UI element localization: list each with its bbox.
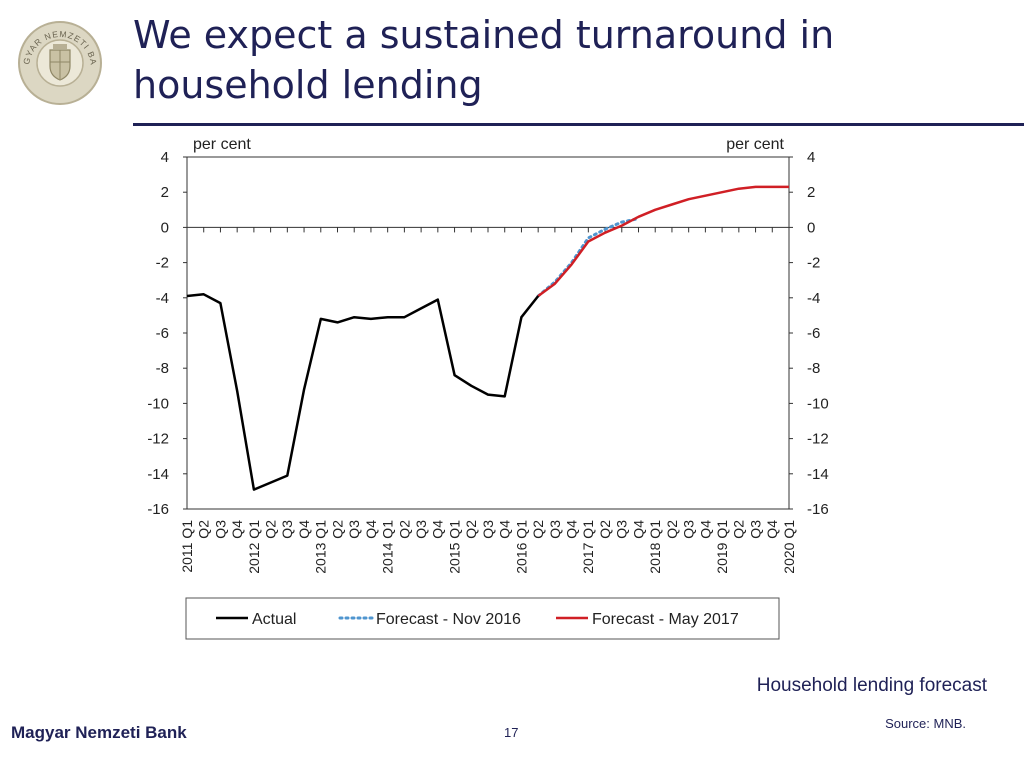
- x-tick-label: 2014 Q1: [380, 520, 396, 574]
- mnb-seal-icon: MAGYAR NEMZETI BANK: [17, 20, 102, 105]
- y-tick-label-right: -10: [807, 395, 829, 412]
- legend-label-1: Actual: [252, 611, 296, 628]
- y-tick-label-right: -16: [807, 501, 829, 518]
- x-tick-label: Q4: [697, 520, 713, 539]
- y-tick-label-left: -2: [156, 255, 169, 272]
- y-tick-label-left: -12: [147, 431, 169, 448]
- x-tick-label: 2019 Q1: [714, 520, 730, 574]
- y-tick-label-left: 4: [161, 149, 169, 166]
- x-tick-label: Q4: [229, 520, 245, 539]
- x-tick-label: Q2: [463, 520, 479, 539]
- y-tick-label-right: 0: [807, 219, 815, 236]
- x-tick-label: 2018 Q1: [647, 520, 663, 574]
- x-tick-label: Q3: [346, 520, 362, 539]
- x-tick-label: Q3: [413, 520, 429, 539]
- legend-label-3: Forecast - May 2017: [592, 611, 739, 628]
- household-lending-chart: per cent per cent 4 4 2 2 0 0 -2 -2 -4 -4 -6 -6 -8 -8…: [147, 136, 829, 640]
- x-tick-label: Q2: [263, 520, 279, 539]
- y-tick-label-right: -14: [807, 466, 829, 483]
- y-tick-label-left: -6: [156, 325, 169, 342]
- x-tick-label: Q3: [614, 520, 630, 539]
- x-tick-label: Q4: [764, 520, 780, 539]
- x-tick-label: 2012 Q1: [246, 520, 262, 574]
- chart-caption: Household lending forecast: [756, 675, 987, 696]
- x-tick-label: 2015 Q1: [446, 520, 462, 574]
- x-tick-label: Q2: [597, 520, 613, 539]
- x-tick-label: Q2: [329, 520, 345, 539]
- x-tick-label: 2020 Q1: [781, 520, 797, 574]
- x-tick-label: Q3: [681, 520, 697, 539]
- series-line-1: [186, 293, 540, 491]
- y-axis-label-left: per cent: [193, 136, 251, 153]
- y-tick-label-right: 4: [807, 149, 815, 166]
- y-tick-label-right: 2: [807, 184, 815, 201]
- x-tick-label: Q4: [363, 520, 379, 539]
- x-tick-label: Q3: [480, 520, 496, 539]
- legend: Actual Forecast - Nov 2016 Forecast - May …: [185, 597, 780, 640]
- x-tick-label: 2011 Q1: [179, 520, 195, 573]
- title-underline: [133, 123, 1024, 126]
- y-tick-label-left: 0: [161, 219, 169, 236]
- slide-title: We expect a sustained turnaround in hous…: [133, 13, 835, 107]
- legend-label-2: Forecast - Nov 2016: [376, 611, 521, 628]
- y-tick-label-left: -4: [156, 290, 169, 307]
- y-tick-label-right: -12: [807, 431, 829, 448]
- x-tick-label: Q2: [664, 520, 680, 539]
- y-tick-label-left: -8: [156, 360, 169, 377]
- x-tick-label: Q2: [396, 520, 412, 539]
- x-tick-label: 2017 Q1: [580, 520, 596, 574]
- x-tick-label: Q2: [731, 520, 747, 539]
- x-tick-label: 2013 Q1: [313, 520, 329, 574]
- y-tick-label-right: -2: [807, 255, 820, 272]
- source-note: Source: MNB.: [885, 716, 966, 731]
- x-tick-label: Q4: [296, 520, 312, 539]
- x-tick-label: Q4: [497, 520, 513, 539]
- y-tick-label-left: -14: [147, 466, 169, 483]
- x-tick-label: Q3: [279, 520, 295, 539]
- series-line-3: [537, 185, 789, 298]
- y-tick-label-left: 2: [161, 184, 169, 201]
- x-tick-label: Q3: [212, 520, 228, 539]
- x-tick-label: Q4: [430, 520, 446, 539]
- series-line-2: [536, 217, 640, 298]
- y-axis-label-right: per cent: [726, 136, 784, 153]
- x-tick-label: 2016 Q1: [513, 520, 529, 574]
- y-tick-label-left: -10: [147, 395, 169, 412]
- page-number: 17: [504, 725, 519, 740]
- y-tick-label-left: -16: [147, 501, 169, 518]
- y-tick-label-right: -6: [807, 325, 820, 342]
- y-tick-label-right: -8: [807, 360, 820, 377]
- x-tick-label: Q3: [747, 520, 763, 539]
- footer-bank-name: Magyar Nemzeti Bank: [11, 723, 187, 742]
- x-tick-label: Q4: [564, 520, 580, 539]
- x-tick-label: Q2: [196, 520, 212, 539]
- y-tick-label-right: -4: [807, 290, 820, 307]
- x-tick-label: Q3: [547, 520, 563, 539]
- x-tick-label: Q4: [630, 520, 646, 539]
- x-tick-label: Q2: [530, 520, 546, 539]
